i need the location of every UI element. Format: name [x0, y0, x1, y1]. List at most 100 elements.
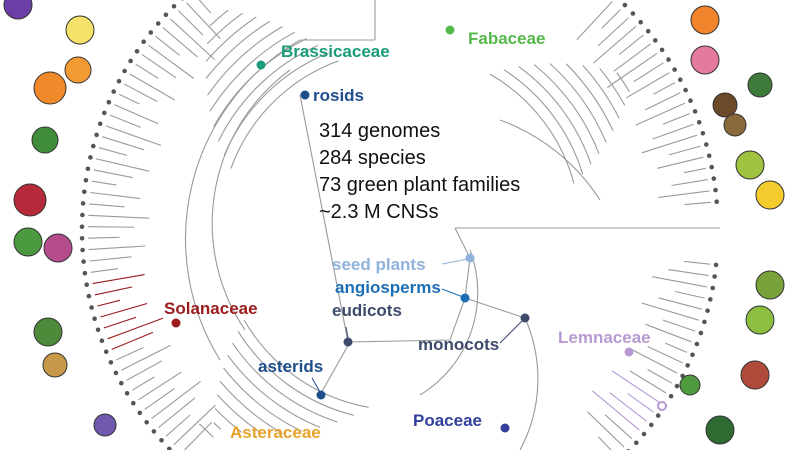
branch-line — [601, 9, 621, 29]
tip-dot — [634, 440, 639, 446]
tip-dot — [668, 393, 674, 399]
branch-line — [92, 274, 145, 285]
branch-line — [88, 214, 150, 219]
branch-line — [627, 392, 654, 413]
branch-line — [668, 145, 701, 156]
tip-dot — [713, 262, 719, 268]
branch-line — [165, 414, 191, 437]
leaf-icon — [13, 227, 43, 257]
tip-dot — [86, 293, 92, 299]
branch-line — [629, 348, 678, 374]
tip-dot — [666, 57, 671, 62]
potato-icon — [42, 352, 68, 378]
tip-dot — [97, 121, 103, 127]
branch-line — [109, 114, 142, 128]
branch-line — [158, 397, 196, 429]
branch-line — [124, 83, 158, 102]
tip-dot — [712, 274, 717, 279]
branch-line — [116, 346, 144, 361]
node-asterids — [316, 390, 326, 400]
branch-line — [155, 35, 180, 56]
leaf-icon — [679, 374, 701, 396]
tip-dot — [659, 47, 665, 53]
tip-dot — [713, 187, 718, 193]
leader-asterids — [311, 377, 321, 393]
branch-line — [151, 380, 201, 420]
branch-line — [105, 125, 162, 146]
branch-arc — [230, 60, 339, 169]
leaf-icon — [705, 415, 735, 445]
tree-branches — [87, 0, 711, 450]
flower-icon — [740, 360, 770, 390]
tip-dot — [700, 131, 706, 136]
tip-dot — [622, 2, 628, 8]
nut-icon — [723, 113, 747, 137]
branch-arc — [217, 44, 319, 142]
plant-illustrations — [3, 0, 785, 445]
branch-arc — [223, 52, 329, 156]
branch-line — [629, 370, 667, 394]
branch-line — [141, 54, 177, 79]
tip-dot — [163, 12, 169, 18]
branch-line — [641, 302, 699, 321]
tip-dot — [692, 109, 698, 114]
tip-dot — [119, 380, 124, 386]
branch-arc — [518, 66, 592, 165]
tip-dot — [674, 383, 680, 389]
branch-arc — [206, 12, 243, 45]
tip-dot — [641, 431, 647, 437]
tip-dot — [694, 341, 700, 347]
backbone-seedplant-link — [319, 227, 471, 396]
branch-line — [633, 62, 664, 83]
tip-dot — [151, 429, 157, 434]
branch-line — [587, 411, 625, 448]
tip-dot — [649, 422, 654, 428]
tip-dot — [653, 38, 658, 43]
label-fabaceae: Fabaceae — [468, 29, 546, 48]
node-eudicots — [343, 337, 353, 347]
branch-line — [96, 158, 150, 172]
branch-line — [683, 167, 706, 174]
node-fabaceae — [445, 25, 455, 35]
tip-dot — [134, 49, 140, 54]
branch-line — [89, 256, 132, 262]
tree-tips — [79, 0, 719, 450]
fruit-icon — [13, 183, 47, 217]
tip-dot — [122, 68, 127, 74]
tip-dot — [92, 316, 97, 322]
branch-line — [684, 260, 711, 265]
branch-line — [613, 43, 651, 72]
fruit-icon — [690, 5, 720, 35]
branch-arc — [219, 380, 283, 434]
branch-line — [662, 319, 696, 332]
branch-arc — [213, 422, 222, 430]
branch-line — [144, 388, 175, 410]
branch-arc — [237, 330, 354, 416]
tip-dot — [82, 189, 87, 195]
branch-line — [132, 376, 155, 391]
branch-line — [169, 18, 216, 61]
leaf-icon — [33, 317, 63, 347]
tip-dot — [705, 308, 710, 314]
branch-line — [645, 323, 692, 343]
tip-dot — [144, 420, 149, 425]
branch-arc — [489, 73, 575, 184]
branch-line — [103, 316, 137, 329]
backbone-stem-top — [300, 0, 376, 41]
branch-arc — [207, 26, 283, 96]
tip-dot — [148, 30, 154, 35]
tip-dot — [714, 199, 719, 204]
tip-dot — [704, 142, 709, 147]
nut-icon — [712, 92, 738, 118]
stat-cns: ~2.3 M CNSs — [319, 201, 438, 223]
branch-line — [118, 93, 140, 105]
leaf-icon — [745, 305, 775, 335]
branch-line — [129, 73, 176, 101]
tip-dot — [698, 330, 704, 336]
branch-line — [88, 236, 120, 239]
branch-arc — [232, 342, 338, 423]
label-asterids: asterids — [258, 357, 323, 376]
tip-dot — [159, 438, 164, 443]
branch-line — [88, 245, 146, 251]
leader-monocots — [499, 319, 524, 344]
